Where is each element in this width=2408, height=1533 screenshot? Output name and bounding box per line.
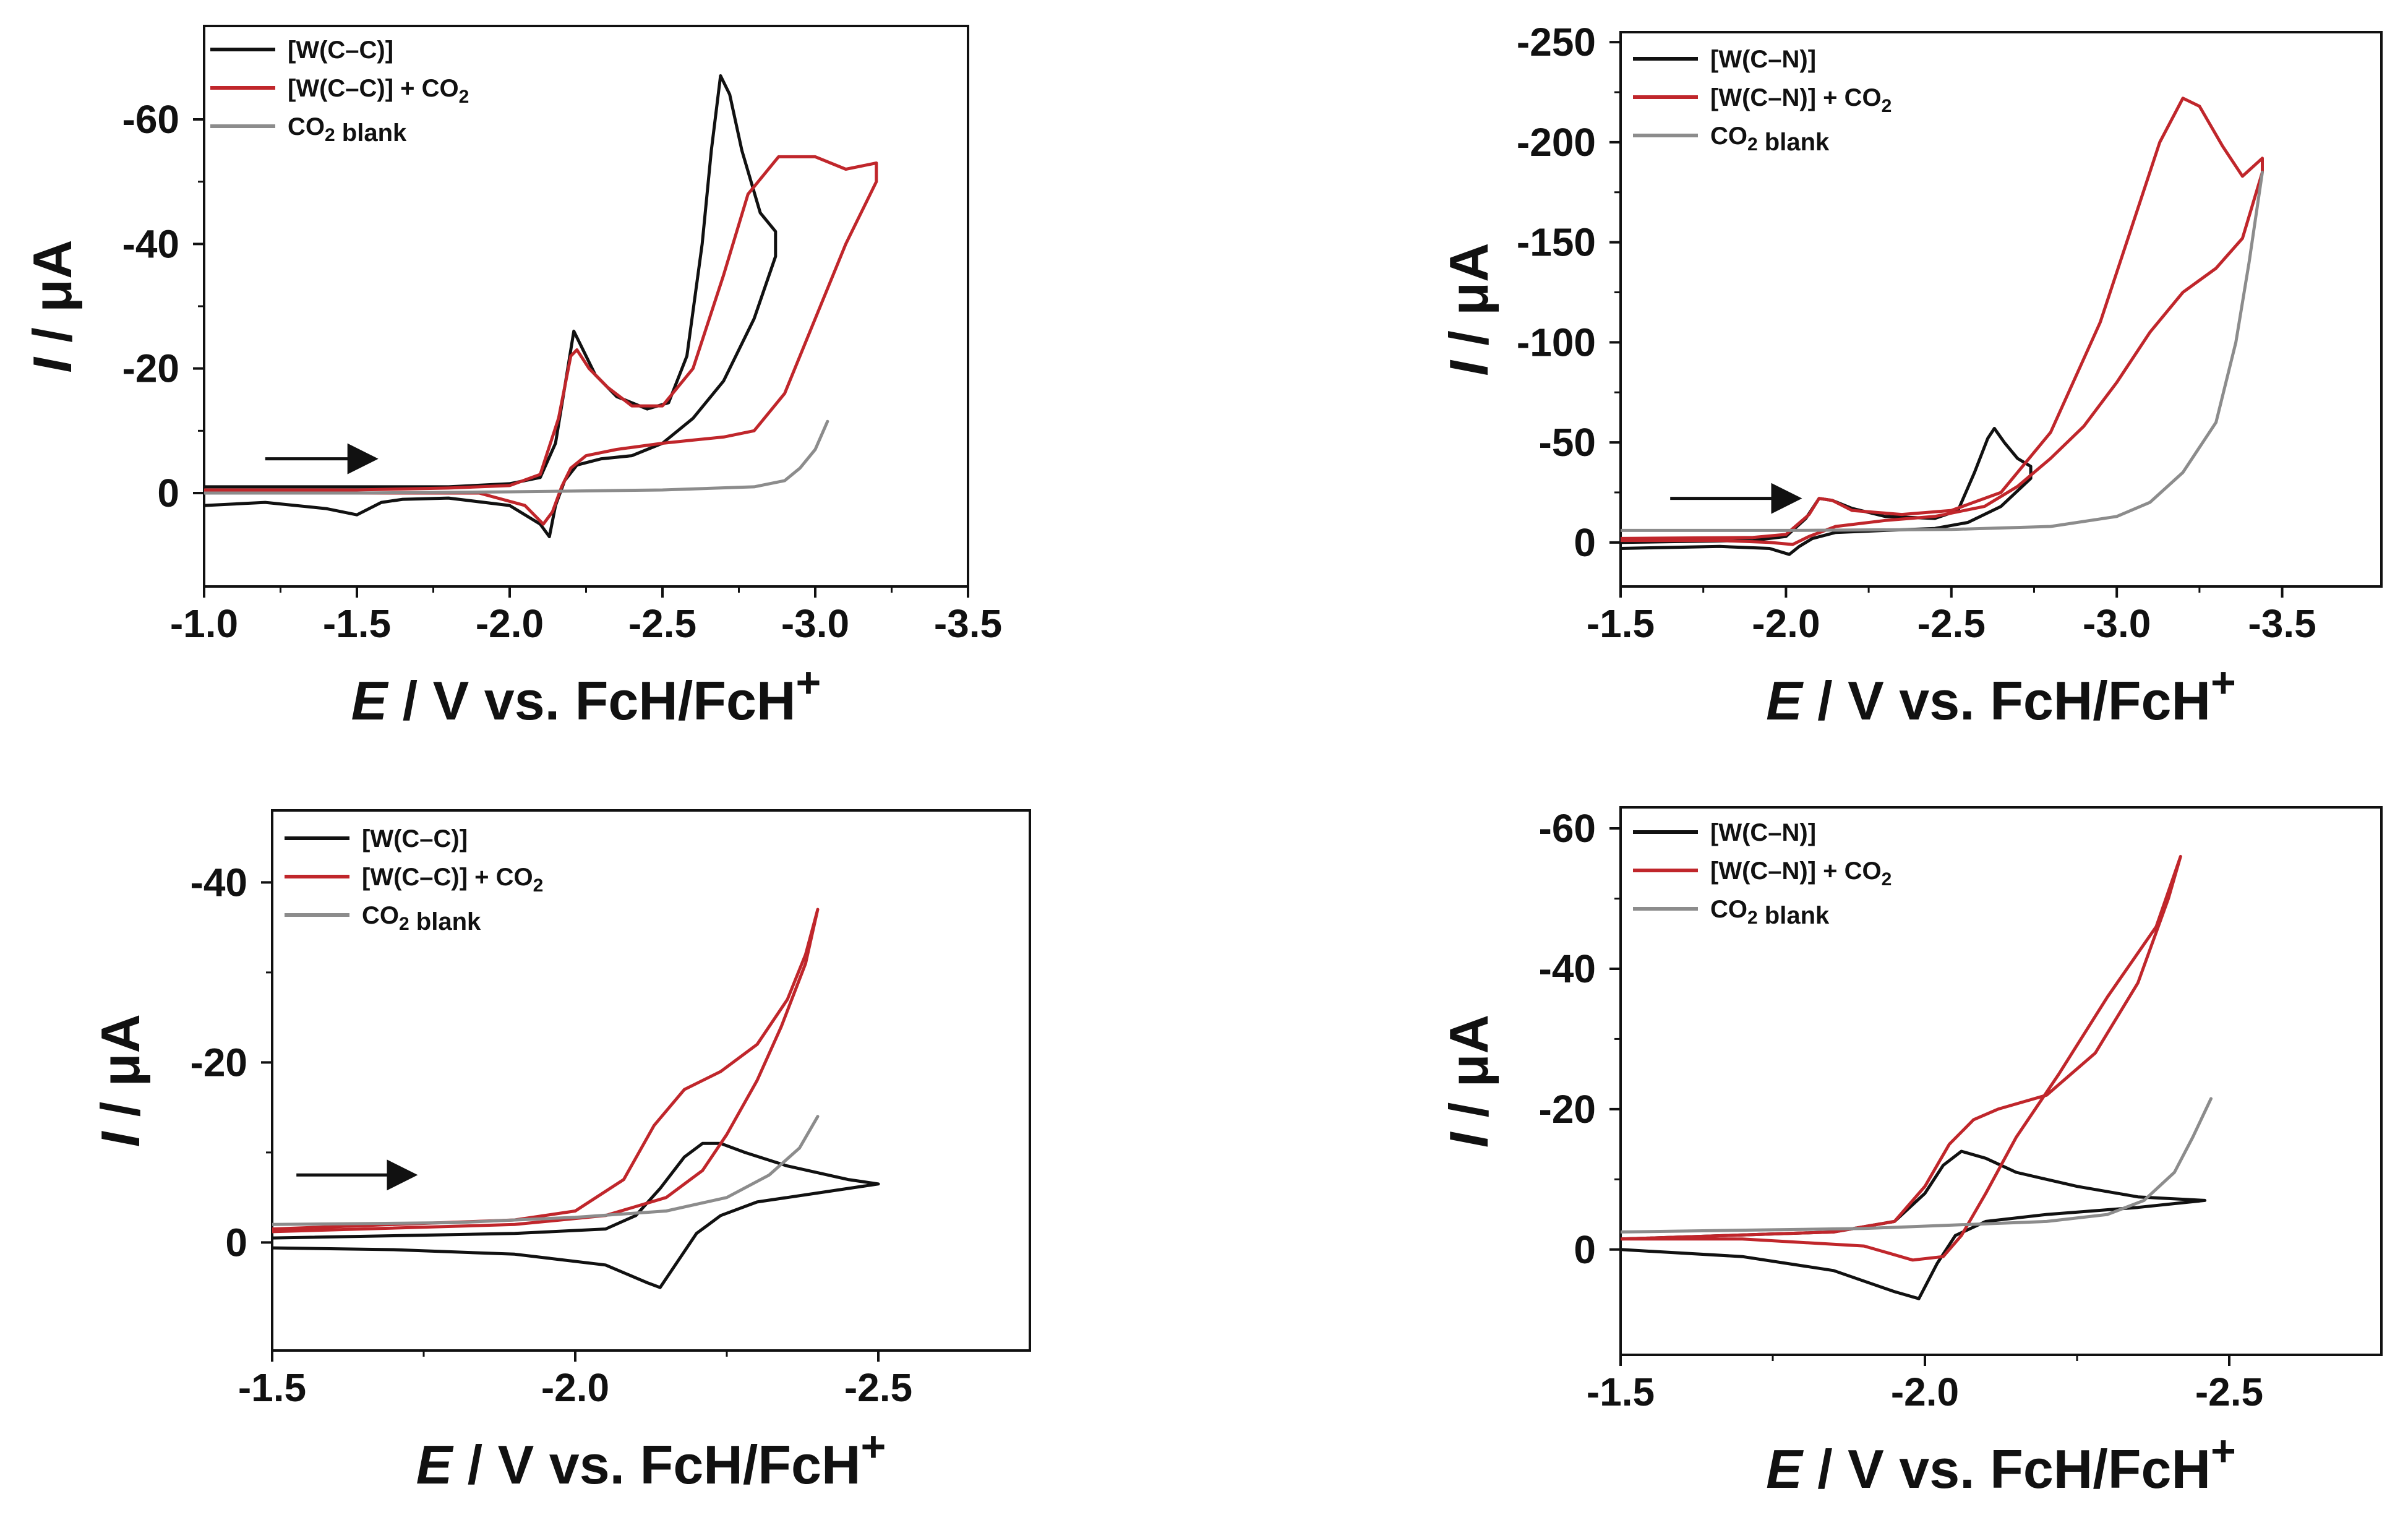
legend-label: [W(C–C)] + CO2 [362, 864, 543, 896]
y-tick-label: 0 [225, 1220, 247, 1265]
x-tick-label: -2.0 [476, 601, 544, 646]
x-axis-title: E / V vs. FcH/FcH+ [416, 1422, 886, 1495]
series-line-gray [1621, 170, 2264, 532]
x-tick-label: -3.5 [934, 601, 1002, 646]
y-tick-label: -200 [1517, 120, 1596, 165]
plot-frame [271, 809, 1031, 1352]
x-tick-label: -3.0 [781, 601, 849, 646]
x-tick-label: -1.5 [238, 1365, 306, 1410]
legend-label: CO2 blank [362, 902, 481, 935]
y-tick-label: 0 [1574, 520, 1596, 565]
legend-label: [W(C–C)] [288, 36, 393, 64]
x-tick-label: -3.5 [2248, 601, 2316, 646]
plot-frame [203, 25, 969, 588]
legend-label: [W(C–N)] [1710, 46, 1816, 73]
x-tick-label: -1.5 [1587, 601, 1655, 646]
y-tick-label: -20 [122, 346, 180, 391]
y-tick-label: -20 [1539, 1087, 1596, 1132]
x-tick-label: -2.5 [844, 1365, 912, 1410]
y-tick-label: -60 [122, 97, 180, 142]
plot-frame [1619, 806, 2383, 1356]
x-axis-title: E / V vs. FcH/FcH+ [1766, 1427, 2236, 1500]
series-line-red [272, 908, 820, 1234]
y-axis-title: I / μA [1438, 1015, 1499, 1148]
y-tick-label: -250 [1517, 20, 1596, 64]
y-tick-label: -40 [191, 860, 248, 904]
y-tick-label: 0 [157, 471, 179, 515]
series-line-black [1621, 427, 2033, 556]
series-line-gray [204, 419, 829, 495]
x-tick-label: -2.0 [1752, 601, 1820, 646]
legend-label: [W(C–N)] [1710, 819, 1816, 846]
series-line-red [1621, 854, 2182, 1262]
chart-panel-bottom-left: -1.5 -2.0 -2.5 0 -20 -40 E / V vs. FcH/FcH+ I /… [90, 809, 1031, 1495]
y-tick-label: -60 [1539, 806, 1596, 851]
x-tick-label: -1.0 [170, 601, 238, 646]
y-tick-label: -40 [122, 221, 180, 266]
series-line-red [204, 155, 878, 526]
legend-label: CO2 blank [288, 113, 407, 147]
y-tick-label: -150 [1517, 220, 1596, 265]
x-tick-label: -2.0 [541, 1365, 609, 1410]
legend-label: [W(C–N)] + CO2 [1710, 84, 1892, 116]
x-tick-label: -2.0 [1891, 1370, 1959, 1414]
x-tick-label: -1.5 [323, 601, 391, 646]
legend-label: [W(C–N)] + CO2 [1710, 857, 1892, 890]
series-line-black [272, 1141, 880, 1289]
legend-label: [W(C–C)] + CO2 [288, 75, 469, 107]
x-tick-label: -2.5 [1917, 601, 1986, 646]
x-axis-title: E / V vs. FcH/FcH+ [351, 658, 821, 731]
legend-label: CO2 blank [1710, 896, 1830, 929]
x-tick-label: -1.5 [1587, 1370, 1655, 1414]
series-line-red [1621, 97, 2264, 546]
chart-panel-bottom-right: -1.5 -2.0 -2.5 0 -20 -40 -60 E / V vs. FcH/FcH+… [1438, 806, 2383, 1500]
x-tick-label: -2.5 [2195, 1370, 2263, 1414]
y-tick-label: -40 [1539, 947, 1596, 991]
x-tick-label: -2.5 [628, 601, 696, 646]
y-tick-label: -100 [1517, 320, 1596, 364]
series-line-black [1621, 1149, 2207, 1300]
series-line-gray [1621, 1097, 2213, 1234]
series-line-black [204, 74, 778, 538]
y-axis-title: I / μA [90, 1014, 151, 1147]
x-tick-label: -3.0 [2083, 601, 2151, 646]
series-line-gray [272, 1115, 820, 1226]
plot-frame [1619, 31, 2383, 588]
chart-panel-top-right: -1.5 -2.0 -2.5 -3.0 -3.5 0 -50 -100 -150 -200 -250… [1438, 20, 2383, 731]
chart-panel-top-left: -1.0 -1.5 -2.0 -2.5 -3.0 -3.5 0 -20 -40 -60 E / V … [22, 25, 1002, 731]
y-axis-title: I / μA [22, 239, 83, 372]
y-tick-label: -20 [191, 1040, 248, 1084]
y-tick-label: -50 [1539, 420, 1596, 465]
y-axis-title: I / μA [1438, 243, 1499, 376]
x-axis-title: E / V vs. FcH/FcH+ [1766, 658, 2236, 731]
y-tick-label: 0 [1574, 1227, 1596, 1272]
legend-label: CO2 blank [1710, 122, 1830, 156]
legend-label: [W(C–C)] [362, 825, 468, 852]
